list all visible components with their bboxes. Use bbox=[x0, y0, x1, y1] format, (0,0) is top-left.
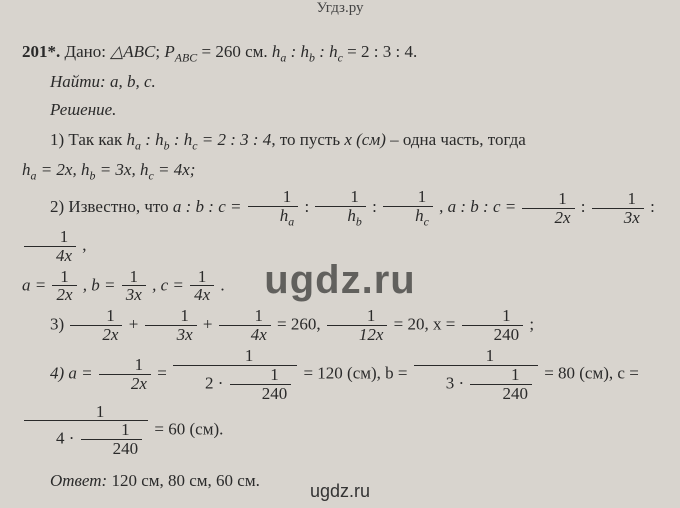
step3-lead: 3) bbox=[50, 315, 68, 334]
frac-b: 13x bbox=[122, 268, 146, 305]
frac-1-hb: 1hb bbox=[315, 188, 365, 228]
step3-mid: = 20, x = bbox=[394, 315, 460, 334]
step4-lead: 4) a = bbox=[50, 364, 97, 383]
frac-s3-3: 14x bbox=[219, 307, 271, 344]
b-eq: , b = bbox=[83, 275, 120, 294]
given-eq: = 260 см. bbox=[202, 42, 272, 61]
plus2: + bbox=[203, 315, 217, 334]
s4-b-val: = 80 (см), c = bbox=[544, 364, 639, 383]
frac-s3-4: 112x bbox=[327, 307, 388, 344]
step2-comma2: , bbox=[82, 235, 86, 254]
top-site-label: Угдз.ру bbox=[0, 0, 680, 17]
plus1: + bbox=[129, 315, 143, 334]
step1-tail: – одна часть, тогда bbox=[386, 130, 526, 149]
step4-line: 4) a = 12x = 1 2 · 1240 = 120 (см), b = … bbox=[22, 347, 658, 458]
frac-1-4x-a: 14x bbox=[24, 228, 76, 265]
step1-x: x (см) bbox=[344, 130, 386, 149]
given-label: Дано: bbox=[65, 42, 106, 61]
solution-page: 201*. Дано: △ABC; PABC = 260 см. ha : hb… bbox=[0, 23, 680, 506]
eq-a: = bbox=[157, 364, 171, 383]
step2-after: a : b : c = bbox=[448, 197, 521, 216]
colon2: : bbox=[372, 197, 381, 216]
frac-1-3x-a: 13x bbox=[592, 190, 644, 227]
a-eq: a = bbox=[22, 275, 50, 294]
s4-c-val: = 60 (см). bbox=[154, 419, 223, 438]
step1-line2: ha = 2x, hb = 3x, hc = 4x; bbox=[22, 157, 658, 185]
step2-dot: . bbox=[220, 275, 224, 294]
step1-line1: 1) Так как ha : hb : hc = 2 : 3 : 4, то … bbox=[22, 127, 658, 155]
step1-lead: 1) Так как bbox=[50, 130, 126, 149]
step2-line1: 2) Известно, что a : b : c = 1ha : 1hb :… bbox=[22, 188, 658, 264]
step2-line2: a = 12x , b = 13x , c = 14x . bbox=[22, 268, 658, 305]
frac-s4-a1: 12x bbox=[99, 356, 151, 393]
solution-label: Решение. bbox=[50, 100, 116, 119]
step1-ratio: ha : hb : hc = 2 : 3 : 4 bbox=[126, 130, 271, 149]
colon4: : bbox=[650, 197, 655, 216]
frac-s4-c: 1 4 · 1240 bbox=[24, 403, 148, 459]
find-text: a, b, c. bbox=[110, 72, 156, 91]
frac-s3-5: 1240 bbox=[462, 307, 524, 344]
step1-eqs: ha = 2x, hb = 3x, hc = 4x; bbox=[22, 160, 195, 179]
given-ratio-val: = 2 : 3 : 4. bbox=[347, 42, 417, 61]
colon1: : bbox=[304, 197, 313, 216]
frac-s3-1: 12x bbox=[70, 307, 122, 344]
given-P: P bbox=[164, 42, 174, 61]
c-eq: , c = bbox=[152, 275, 188, 294]
given-h-ratio: ha : hb : hc bbox=[272, 42, 343, 61]
step3-semi: ; bbox=[529, 315, 534, 334]
given-triangle: △ABC bbox=[110, 42, 155, 61]
frac-c: 14x bbox=[190, 268, 214, 305]
watermark-bottom: ugdz.ru bbox=[0, 481, 680, 502]
frac-a: 12x bbox=[52, 268, 76, 305]
colon3: : bbox=[581, 197, 590, 216]
given-P-sub: ABC bbox=[175, 50, 197, 64]
step3-line: 3) 12x + 13x + 14x = 260, 112x = 20, x =… bbox=[22, 307, 658, 344]
step3-eq: = 260, bbox=[277, 315, 325, 334]
problem-number: 201*. bbox=[22, 42, 60, 61]
frac-s4-a2: 1 2 · 1240 bbox=[173, 347, 297, 403]
step1-mid: , то пусть bbox=[271, 130, 344, 149]
frac-1-2x-a: 12x bbox=[522, 190, 574, 227]
frac-s3-2: 13x bbox=[145, 307, 197, 344]
find-label: Найти: bbox=[50, 72, 106, 91]
frac-s4-b: 1 3 · 1240 bbox=[414, 347, 538, 403]
frac-1-hc: 1hc bbox=[383, 188, 433, 228]
step2-lead: 2) Известно, что bbox=[50, 197, 173, 216]
s4-a-val: = 120 (см), b = bbox=[303, 364, 411, 383]
find-line: Найти: a, b, c. bbox=[22, 69, 658, 95]
given-line: 201*. Дано: △ABC; PABC = 260 см. ha : hb… bbox=[22, 39, 658, 67]
step2-lhs: a : b : c = bbox=[173, 197, 246, 216]
frac-1-ha: 1ha bbox=[248, 188, 298, 228]
step2-comma: , bbox=[439, 197, 448, 216]
solution-label-line: Решение. bbox=[22, 97, 658, 123]
